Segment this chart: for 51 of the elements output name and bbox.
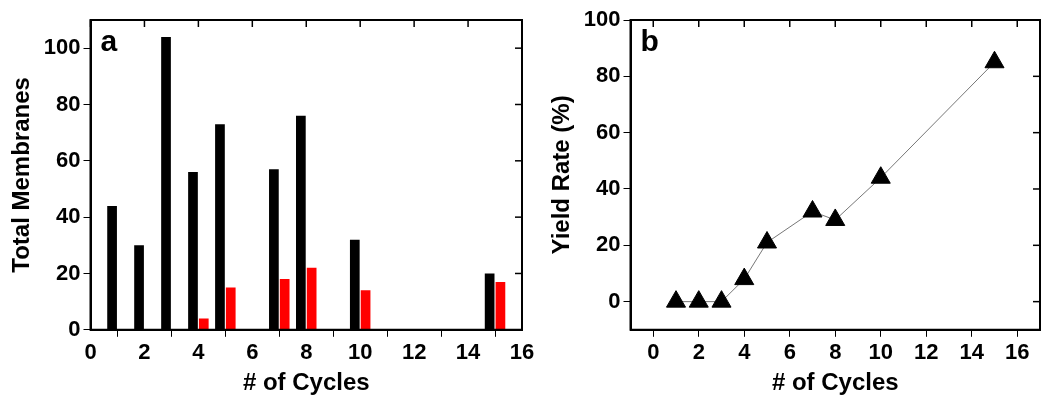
bar: [279, 279, 290, 330]
point: [688, 290, 709, 308]
x-tick-label: 6: [783, 339, 796, 365]
x-tick-label: 12: [914, 339, 939, 365]
x-tick-label: 16: [509, 339, 535, 365]
x-axis-title: # of Cycles: [242, 368, 370, 396]
y-tick-label: 40: [596, 175, 621, 201]
bar: [306, 267, 317, 330]
point: [665, 290, 687, 308]
x-tick-label: 16: [1005, 339, 1030, 365]
y-tick-label: 40: [56, 203, 81, 229]
x-tick-label: 6: [246, 339, 259, 365]
x-tick-label: 10: [347, 339, 373, 365]
bar: [495, 281, 506, 330]
x-tick-label: 4: [738, 339, 752, 365]
x-tick-label: 0: [647, 339, 660, 365]
bar: [360, 290, 371, 330]
y-axis-title: Total Membranes: [7, 77, 35, 273]
y-tick-label: 60: [596, 118, 621, 144]
y-tick-label: 20: [596, 231, 621, 257]
x-tick-label: 14: [959, 339, 985, 365]
y-tick-label: 60: [56, 146, 81, 172]
x-tick-label: 10: [868, 339, 893, 365]
point: [756, 230, 778, 249]
x-tick-label: 12: [401, 339, 427, 365]
x-axis-title: # of Cycles: [771, 368, 899, 396]
point: [825, 208, 846, 226]
point: [984, 50, 1005, 69]
x-tick-label: 4: [192, 339, 206, 365]
point: [711, 290, 732, 308]
bar: [198, 318, 209, 330]
annotation: a: [100, 24, 118, 58]
y-tick-label: 100: [43, 34, 81, 60]
x-tick-label: 2: [138, 339, 151, 365]
y-tick-label: 20: [56, 259, 81, 285]
y-tick-label: 0: [68, 315, 81, 341]
point: [870, 166, 891, 184]
y-tick-label: 0: [608, 287, 621, 313]
x-tick-label: 0: [84, 339, 97, 365]
point: [734, 267, 755, 286]
point: [802, 200, 823, 218]
x-tick-label: 2: [692, 339, 705, 365]
y-tick-label: 100: [583, 6, 621, 32]
x-tick-label: 8: [300, 339, 313, 365]
y-tick-label: 80: [56, 90, 81, 116]
bar: [225, 287, 236, 330]
y-axis-title: Yield Rate (%): [547, 95, 575, 255]
y-tick-label: 80: [596, 62, 621, 88]
x-tick-label: 14: [455, 339, 482, 365]
annotation: b: [640, 24, 659, 58]
x-tick-label: 8: [829, 339, 842, 365]
